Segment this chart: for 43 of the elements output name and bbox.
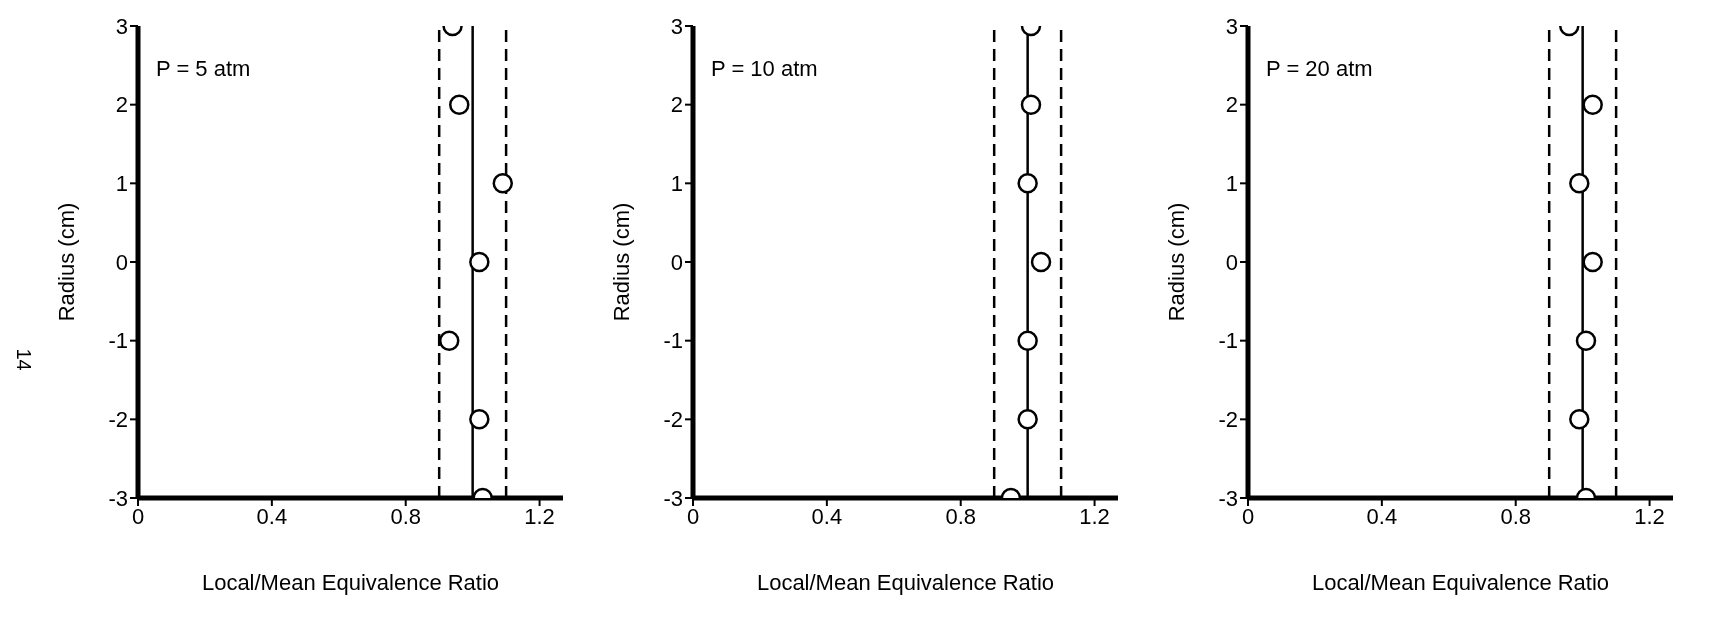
x-tick-label: 0.4 (1366, 503, 1398, 529)
y-tick-label: 3 (670, 13, 683, 39)
x-axis-title: Local/Mean Equivalence Ratio (1311, 570, 1610, 595)
y-tick-label: -1 (108, 328, 128, 354)
y-axis-title: Radius (cm) (608, 202, 634, 322)
y-tick-label: 2 (115, 92, 128, 118)
y-tick-label: 0 (670, 249, 683, 275)
x-tick-label: 0 (1241, 503, 1255, 529)
x-tick-label: 1.2 (1079, 503, 1110, 529)
y-tick-label: 1 (115, 171, 128, 197)
text: P = 20 atm (1266, 56, 1373, 81)
x-tick-label: 0.4 (811, 503, 843, 529)
x-tick-label: 1.2 (524, 503, 555, 529)
y-tick-label: 1 (1225, 171, 1238, 197)
y-tick-label: -3 (108, 485, 128, 511)
text: 14 (11, 348, 35, 371)
x-tick-label: 0 (131, 503, 145, 529)
x-tick-label: 0.8 (1500, 503, 1532, 529)
x-tick-label: 0 (686, 503, 700, 529)
y-axis-title: Radius (cm) (53, 202, 79, 322)
y-tick-label: -1 (1218, 328, 1238, 354)
y-tick-label: 2 (670, 92, 683, 118)
x-tick-label: 0.8 (390, 503, 422, 529)
y-tick-label: 1 (670, 171, 683, 197)
y-tick-label: 2 (1225, 92, 1238, 118)
y-tick-label: 0 (115, 249, 128, 275)
y-axis-title: Radius (cm) (1163, 202, 1189, 322)
text: P = 10 atm (711, 56, 818, 81)
text: P = 5 atm (156, 56, 251, 81)
y-tick-label: 0 (1225, 249, 1238, 275)
x-tick-label: 1.2 (1634, 503, 1665, 529)
x-axis-title: Local/Mean Equivalence Ratio (201, 570, 500, 595)
y-tick-label: 3 (1225, 13, 1238, 39)
y-tick-label: -3 (1218, 485, 1238, 511)
y-tick-label: -2 (108, 407, 128, 433)
y-tick-label: 3 (115, 13, 128, 39)
x-tick-label: 0.4 (256, 503, 288, 529)
x-axis-title: Local/Mean Equivalence Ratio (756, 570, 1055, 595)
y-tick-label: -2 (663, 407, 683, 433)
y-tick-label: -1 (663, 328, 683, 354)
y-tick-label: -2 (1218, 407, 1238, 433)
x-tick-label: 0.8 (945, 503, 977, 529)
y-tick-label: -3 (663, 485, 683, 511)
